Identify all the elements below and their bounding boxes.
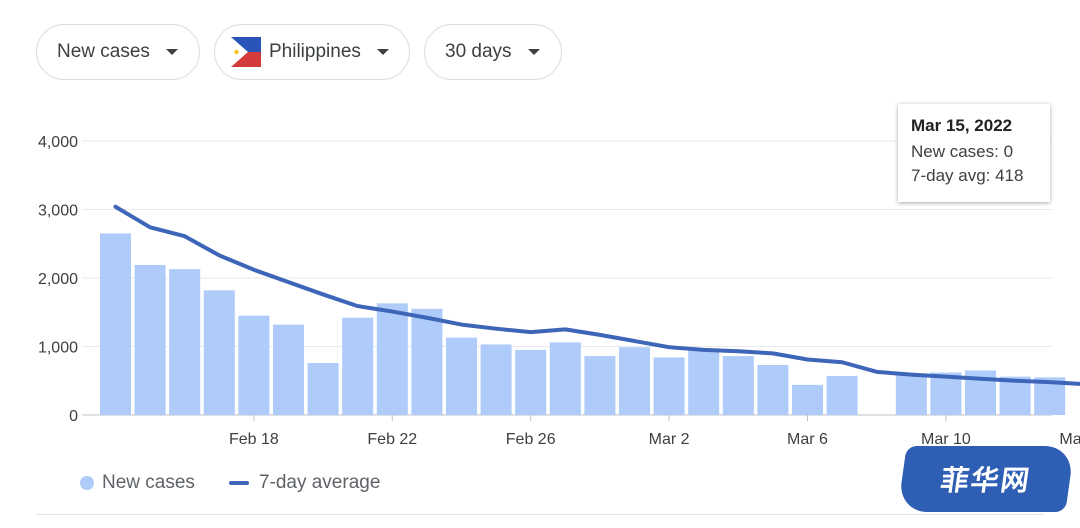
y-tick-label: 0 <box>69 408 78 425</box>
site-watermark-logo: 菲华网 <box>897 446 1075 512</box>
y-tick-label: 2,000 <box>38 271 78 288</box>
range-dropdown-label: 30 days <box>445 41 512 62</box>
new-cases-bar <box>584 356 616 415</box>
new-cases-bar <box>930 372 962 415</box>
x-tick-label: Mar 2 <box>649 431 690 448</box>
new-cases-bar <box>826 375 858 415</box>
new-cases-bar <box>480 344 512 415</box>
chevron-down-icon <box>376 49 389 55</box>
x-tick-label: Mar 10 <box>921 431 971 448</box>
new-cases-bar <box>273 324 304 415</box>
average-legend-label: 7-day average <box>258 472 381 493</box>
tooltip-new-cases: New cases: 0 <box>911 142 1014 161</box>
x-tick-label: Mar 6 <box>787 431 828 448</box>
x-tick-label: Feb 22 <box>367 431 417 448</box>
range-dropdown[interactable]: 30 days <box>424 24 562 80</box>
seven-day-average-line <box>113 204 1080 386</box>
new-cases-bar <box>307 362 339 415</box>
new-cases-bar <box>653 357 685 415</box>
x-axis-labels: Feb 18 Feb 22 Feb 26 Mar 2 Mar 6 Mar 10 Mar 14 <box>229 415 1080 448</box>
y-tick-label: 1,000 <box>38 340 78 357</box>
x-tick-label: Feb 26 <box>506 431 556 448</box>
new-cases-bar <box>446 337 477 415</box>
new-cases-bar <box>895 375 927 415</box>
country-dropdown-label: Philippines <box>269 41 361 62</box>
metric-dropdown[interactable]: New cases <box>36 24 200 80</box>
new-cases-bar <box>342 317 374 415</box>
chevron-down-icon <box>527 49 540 55</box>
y-axis-labels: 0 1,000 2,000 3,000 4,000 <box>38 134 78 425</box>
new-cases-bar <box>722 356 754 415</box>
bar-series <box>100 233 1066 415</box>
new-cases-bar <box>549 342 581 415</box>
new-cases-bar <box>619 347 650 415</box>
new-cases-bar <box>411 308 443 415</box>
new-cases-bar <box>515 349 547 415</box>
new-cases-bar <box>757 364 789 415</box>
philippines-flag-icon <box>231 37 261 67</box>
y-tick-label: 3,000 <box>38 203 78 220</box>
new-cases-bar <box>238 315 270 415</box>
chevron-down-icon <box>165 49 178 55</box>
new-cases-bar <box>376 303 408 415</box>
new-cases-bar <box>203 290 235 415</box>
metric-dropdown-label: New cases <box>57 41 150 62</box>
hover-tooltip: Mar 15, 2022 New cases: 0 7-day avg: 418 <box>898 104 1050 202</box>
tooltip-avg: 7-day avg: 418 <box>911 166 1024 185</box>
new-cases-bar <box>134 264 166 415</box>
average-legend-swatch <box>228 481 249 485</box>
new-cases-bar <box>688 350 720 415</box>
tooltip-date: Mar 15, 2022 <box>911 116 1013 135</box>
new-cases-bar <box>169 269 201 415</box>
country-dropdown[interactable]: Philippines <box>214 24 410 80</box>
filter-bar: New cases Philippines 30 days <box>36 24 562 80</box>
y-tick-label: 4,000 <box>38 134 78 151</box>
x-tick-label: Feb 18 <box>229 431 279 448</box>
x-tick-label: Mar 14 <box>1059 431 1080 448</box>
divider <box>36 514 1044 515</box>
line-series <box>113 204 1080 386</box>
chart-legend: New cases 7-day average <box>80 472 380 494</box>
new-cases-legend-label: New cases <box>102 472 195 493</box>
new-cases-legend-swatch <box>80 476 94 490</box>
new-cases-bar <box>792 384 823 415</box>
new-cases-bar <box>100 233 131 415</box>
